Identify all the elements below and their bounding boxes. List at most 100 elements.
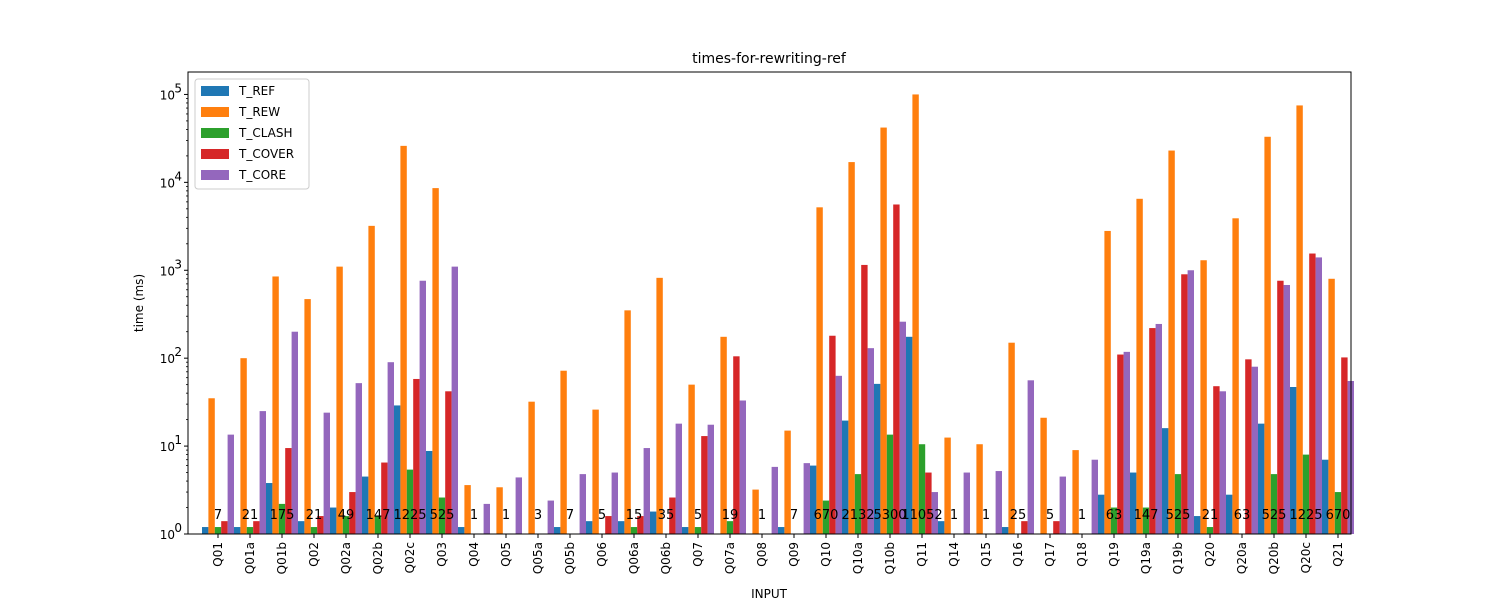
x-tick-label-q05: Q05 (499, 542, 513, 567)
legend-swatch-t-ref (201, 86, 229, 96)
x-tick-label-q08: Q08 (755, 542, 769, 567)
bar-label-q20b: 525 (1262, 508, 1287, 523)
bar-label-q11: 11052 (901, 508, 942, 523)
bar-t-ref-q11 (906, 336, 913, 534)
bar-t-rew-q05b (560, 370, 567, 534)
y-tick-exponent: 5 (174, 81, 182, 95)
bar-t-rew-q17 (1040, 417, 1047, 534)
bar-t-core-q20 (1219, 391, 1226, 534)
plot-frame (187, 71, 1352, 535)
bar-t-rew-q05 (496, 487, 503, 534)
legend-swatch-t-cover (201, 149, 229, 159)
bar-t-clash-q10 (822, 500, 830, 534)
x-tick-label-q06: Q06 (595, 542, 609, 567)
bar-label-q01: 7 (214, 508, 222, 523)
bar-t-ref-q10 (810, 465, 817, 534)
x-tick-label-q02a: Q02a (339, 542, 353, 574)
bar-label-q10: 670 (814, 508, 839, 523)
bar-t-rew-q10 (816, 207, 823, 534)
y-tick-base: 10 (160, 440, 175, 454)
bar-t-clash-q19 (1110, 507, 1118, 534)
bar-t-core-q10 (835, 375, 842, 534)
bar-t-ref-q06 (586, 521, 593, 534)
bar-t-cover-q06 (605, 516, 612, 534)
bar-t-ref-q19a (1130, 472, 1137, 534)
bar-label-q05: 1 (502, 508, 510, 523)
bar-t-rew-q07a (720, 336, 727, 534)
bar-t-core-q10a (867, 348, 874, 534)
bar-label-q20c: 1225 (1289, 508, 1322, 523)
bar-label-q08: 1 (758, 508, 766, 523)
bar-t-cover-q21 (1341, 357, 1348, 534)
bar-t-ref-q01 (202, 527, 209, 534)
bar-t-rew-q06 (592, 409, 599, 534)
bar-t-rew-q01 (208, 398, 215, 534)
x-tick-label-q16: Q16 (1011, 542, 1025, 567)
bar-t-clash-q07a (726, 521, 734, 534)
x-tick-label-q18: Q18 (1075, 542, 1089, 567)
y-tick-exponent: 4 (174, 169, 182, 183)
bar-t-rew-q14 (944, 437, 951, 534)
bar-t-cover-q19b (1181, 274, 1188, 534)
bar-label-q16: 25 (1010, 508, 1027, 523)
bar-t-clash-q01a (246, 527, 254, 534)
y-tick-base: 10 (160, 88, 175, 102)
bar-t-clash-q02c (406, 469, 414, 534)
bar-t-rew-q02 (304, 299, 311, 534)
bar-t-core-q08 (771, 466, 778, 534)
bar-t-ref-q21 (1322, 459, 1329, 534)
bar-t-rew-q06a (624, 310, 631, 534)
bar-t-cover-q20c (1309, 253, 1316, 534)
bar-label-q10a: 2132 (841, 508, 874, 523)
bar-label-q20a: 63 (1234, 508, 1251, 523)
x-tick-label-q21: Q21 (1331, 542, 1345, 567)
bar-t-core-q06a (643, 448, 650, 534)
y-tick-exponent: 0 (174, 521, 182, 535)
bar-t-cover-q16 (1021, 521, 1028, 534)
bar-t-core-q11 (931, 492, 938, 534)
bar-label-q07a: 19 (722, 508, 739, 523)
bar-t-rew-q20 (1200, 260, 1207, 534)
bar-t-rew-q05a (528, 401, 535, 534)
bar-t-clash-q01b (278, 503, 286, 534)
bar-t-core-q05 (515, 477, 522, 534)
bar-t-clash-q07 (694, 527, 702, 534)
bar-t-cover-q02a (349, 492, 356, 534)
bar-t-rew-q16 (1008, 342, 1015, 534)
bar-t-clash-q10b (886, 434, 894, 534)
bar-t-core-q14 (963, 472, 970, 534)
bar-t-cover-q01a (253, 521, 260, 534)
bar-t-clash-q03 (438, 497, 446, 534)
bar-t-core-q02c (419, 280, 426, 534)
bar-t-clash-q20 (1206, 527, 1214, 534)
x-tick-label-q01b: Q01b (275, 542, 289, 574)
bar-t-cover-q10b (893, 204, 900, 535)
y-axis-label: time (ms) (132, 274, 146, 332)
y-tick-exponent: 3 (174, 257, 182, 271)
bar-t-ref-q09 (778, 527, 785, 534)
x-tick-label-q19b: Q19b (1171, 542, 1185, 574)
x-tick-label-q02c: Q02c (403, 542, 417, 573)
x-axis-ticks: Q01 Q01a Q01b Q02 Q02a Q02b Q02c Q03 Q04 Q05 Q05a Q… (211, 534, 1345, 574)
bar-label-q10b: 5300 (873, 508, 906, 523)
bar-t-core-q19b (1187, 270, 1194, 534)
bar-t-ref-q10b (874, 383, 881, 534)
bar-t-rew-q11 (912, 94, 919, 534)
x-tick-label-q05b: Q05b (563, 542, 577, 574)
x-tick-label-q06b: Q06b (659, 542, 673, 574)
y-tick-exponent: 2 (174, 345, 182, 359)
x-tick-label-q06a: Q06a (627, 542, 641, 574)
bar-label-q01a: 21 (242, 508, 259, 523)
bar-t-core-q18 (1091, 459, 1098, 534)
bar-t-cover-q20 (1213, 386, 1220, 534)
legend-swatch-t-rew (201, 107, 229, 117)
bar-t-cover-q17 (1053, 521, 1060, 534)
bar-label-q02c: 1225 (393, 508, 426, 523)
x-tick-label-q20: Q20 (1203, 542, 1217, 567)
x-tick-label-q03: Q03 (435, 542, 449, 567)
bar-t-rew-q02c (400, 145, 407, 534)
x-tick-label-q09: Q09 (787, 542, 801, 567)
bar-t-core-q15 (995, 471, 1002, 534)
bar-t-rew-q10a (848, 162, 855, 534)
bar-t-core-q10b (899, 321, 906, 534)
